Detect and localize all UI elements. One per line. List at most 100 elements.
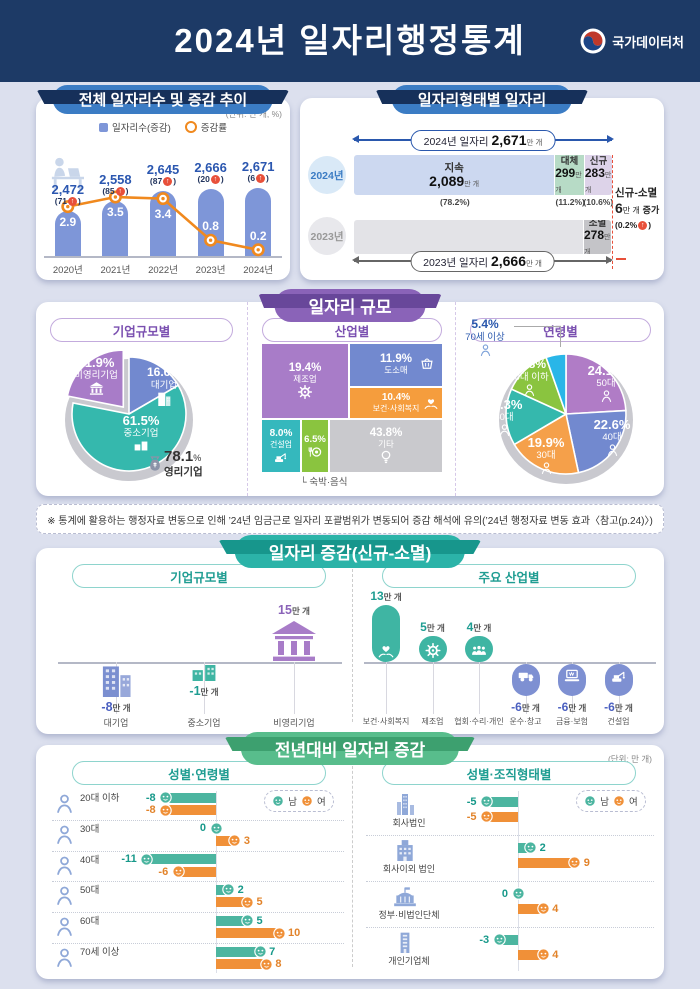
building-icon xyxy=(96,665,136,697)
face-marker xyxy=(210,822,223,835)
face-icon xyxy=(210,822,223,835)
category-label: 운수·창고 xyxy=(509,717,542,726)
segment-extinct: 소멸 278만 개 xyxy=(583,220,611,254)
unit-note-yoy: (단위: 만 개) xyxy=(607,754,652,764)
person-icon-wrap xyxy=(56,917,73,936)
pie-slice-비영리기업 xyxy=(66,349,125,409)
diverging-bar-chart-gender-age: 20대 이하 -8 -8 30대 0 3 40대 -11 -6 50대 2 5 60대 5 10 70세 이상… xyxy=(52,789,344,975)
person-icon xyxy=(541,462,552,474)
face-icon xyxy=(480,795,493,808)
icon-bar-chart-company: 대기업 -8만 개 중소기업 -1만 개 비영리기업 15만 개 xyxy=(54,592,346,730)
shop-icon xyxy=(392,931,418,953)
stem-line xyxy=(386,662,387,714)
capsule-bar-positive xyxy=(372,604,400,662)
x-tick-label: 2020년 xyxy=(52,265,83,276)
category-label: 보건·사회복지 xyxy=(362,717,410,726)
year-badge-2024: 2024년 xyxy=(308,156,346,194)
org-icon-wrap xyxy=(392,839,418,861)
pie-label-nonprofit: 21.9% 비영리기업 xyxy=(60,356,132,397)
subsection-title-company-size: 기업규모별 xyxy=(50,318,233,342)
crane-icon xyxy=(274,450,288,464)
line-value: 3.4 xyxy=(154,206,172,221)
bar-negative xyxy=(486,811,518,822)
face-marker xyxy=(222,883,235,896)
bar-value: 2,671 xyxy=(241,159,275,174)
subsection-title-growth-company: 기업규모별 xyxy=(72,564,326,588)
face-icon xyxy=(524,841,537,854)
category-label: 중소기업 xyxy=(187,718,221,728)
legend-bars: 일자리수(증감) xyxy=(98,120,171,134)
bar-positive xyxy=(216,897,248,908)
stem-line xyxy=(479,662,480,714)
building2-icon xyxy=(392,839,418,861)
section-company-size: 기업규모별 21.9% 비영리기업 16.6% 대기업 61.5% 중소기업 78.1… xyxy=(36,302,247,496)
person-icon xyxy=(56,825,73,844)
face-icon xyxy=(254,945,267,958)
panel-title-jobs-by-type: 일자리형태별 일자리 xyxy=(391,85,573,114)
pie-slice-중소기업 xyxy=(71,384,187,472)
increase-arrow-icon: ↑ xyxy=(210,175,220,184)
total-2024-arrow: 2024년 일자리 2,671만 개 xyxy=(352,130,614,151)
face-icon xyxy=(537,902,550,915)
face-marker xyxy=(537,902,550,915)
bank-icon xyxy=(89,382,104,395)
bar-value: -5 xyxy=(466,795,477,808)
capsule-bar-negative xyxy=(604,664,633,696)
bar-delta: (20 ↑) xyxy=(197,174,224,184)
crane-icon xyxy=(611,669,627,683)
panel-job-growth: 일자리 증감(신규-소멸) 기업규모별 주요 산업별 대기업 -8만 개 중소기업 -… xyxy=(36,535,664,734)
face-icon xyxy=(159,804,172,817)
row-separator xyxy=(366,881,654,882)
bar-negative xyxy=(178,866,216,877)
section-age: 연령별 24.1% 50대 22.6% 40대 19.9% 30대 15.3% 60대 … xyxy=(455,302,665,496)
bar-value: 4 xyxy=(552,902,559,915)
org-icon-wrap xyxy=(392,885,418,907)
person-icon xyxy=(601,390,612,402)
treemap-cell-construction: 8.0% 건설업 xyxy=(262,420,300,472)
agency-logo: 국가데이터처 xyxy=(580,28,684,54)
bar-positive xyxy=(216,946,261,957)
pie-slice-30대 xyxy=(513,412,580,475)
pie-label-sme: 61.5% 중소기업 xyxy=(98,414,184,453)
bar-value: 5 xyxy=(256,914,263,927)
age-label: 40대 xyxy=(80,854,100,866)
growth-value: -8만 개 xyxy=(101,700,131,714)
diverging-bar-chart-gender-org: 회사법인 -5 -5 회사이외 법인 2 9 정부·비법인단체 0 4 개인기업체 -3 4 xyxy=(366,789,654,975)
hospitality-callout: └ 숙박·음식 xyxy=(300,477,348,488)
bar-value: 2 xyxy=(237,883,244,896)
legend-line: 증감률 xyxy=(184,120,227,134)
x-tick-label: 2023년 xyxy=(195,265,226,276)
line-marker-icon xyxy=(184,121,197,133)
stem-line xyxy=(432,662,434,714)
bar-value: 0 xyxy=(199,822,206,835)
agency-name: 국가데이터처 xyxy=(612,34,684,50)
bar-positive xyxy=(518,949,544,960)
bar-value: 4 xyxy=(552,948,559,961)
red-diff-arrow xyxy=(616,258,626,260)
face-marker xyxy=(172,865,185,878)
gender-legend-left: 남 여 xyxy=(264,790,334,812)
person-icon-wrap xyxy=(56,794,73,813)
bar-value: -5 xyxy=(466,810,477,823)
bar-value: 2,472 xyxy=(51,182,85,197)
capsule-icon-wrap xyxy=(471,643,487,658)
gov-icon xyxy=(392,885,418,907)
line-value: 2.9 xyxy=(59,214,77,229)
pie-slice-대기업 xyxy=(128,356,180,416)
bar-positive xyxy=(216,884,229,895)
bar-positive xyxy=(216,915,248,926)
face-marker xyxy=(140,853,153,866)
gear-icon xyxy=(298,385,312,399)
org-icon-wrap xyxy=(392,793,418,815)
page-title: 2024년 일자리행정통계 xyxy=(174,22,526,59)
face-marker xyxy=(241,896,254,909)
line-value: 0.2 xyxy=(249,228,267,243)
row-separator xyxy=(52,819,344,821)
category-label: 건설업 xyxy=(607,717,630,726)
bar-line-chart-total-jobs: 2,472 (71 ↑) 2020년 2,558 (85 ↑) 2021년 2,645 (87 ↑)… xyxy=(44,136,282,278)
increase-arrow-icon: ↑ xyxy=(638,221,648,230)
face-icon xyxy=(537,948,550,961)
row-separator xyxy=(366,835,654,836)
panel-job-scale: 일자리 규모 기업규모별 21.9% 비영리기업 16.6% 대기업 61.5% 중소… xyxy=(36,289,665,496)
government-emblem-icon xyxy=(580,28,606,54)
